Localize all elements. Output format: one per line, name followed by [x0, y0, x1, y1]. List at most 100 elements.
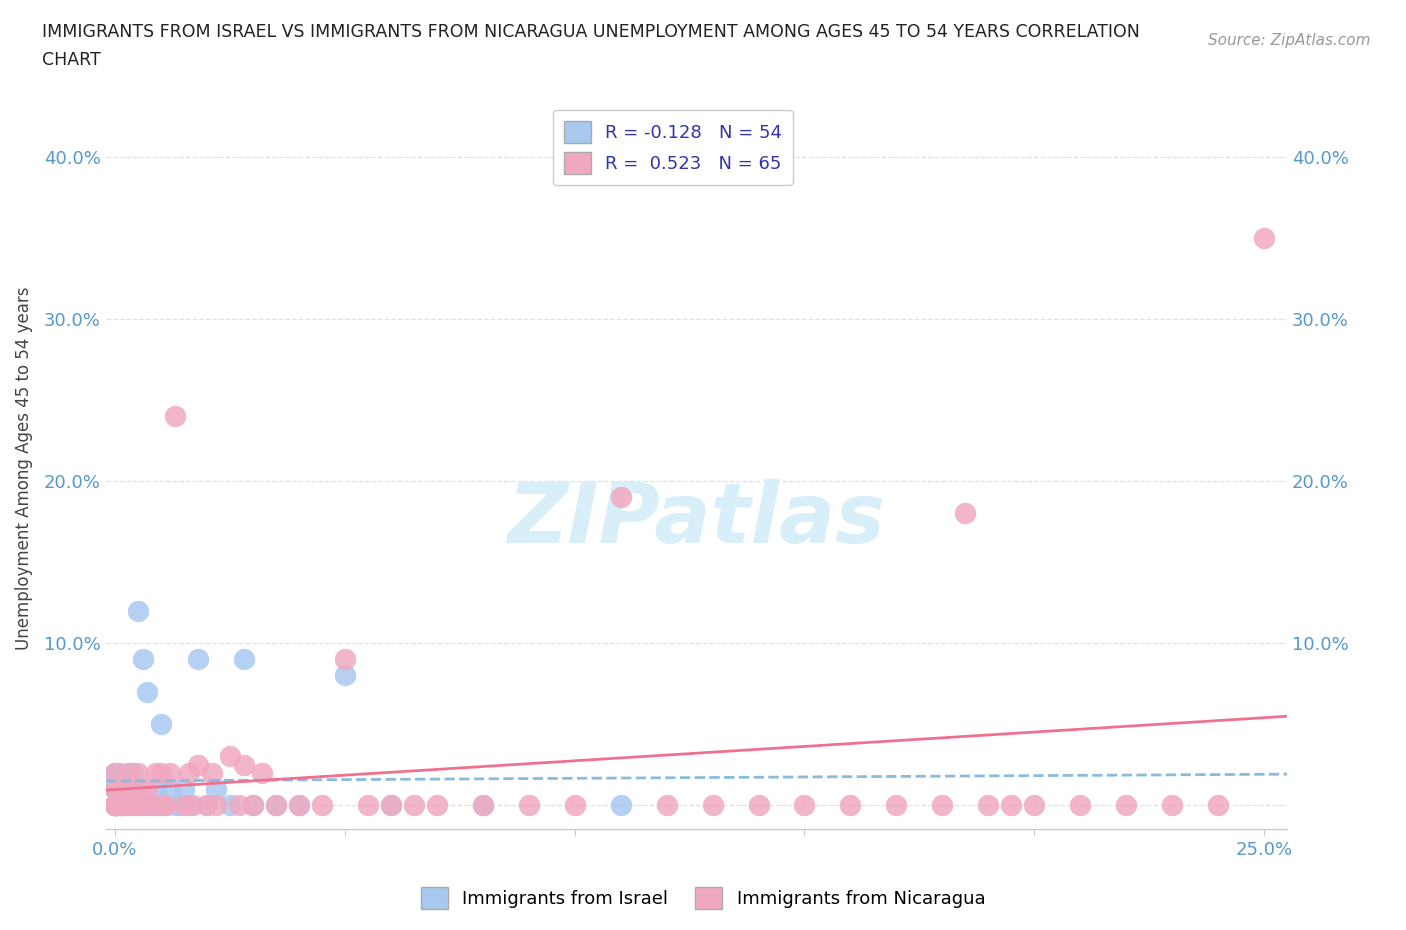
Point: [108, 765, 131, 780]
Point: [104, 798, 127, 813]
Point: [155, 798, 177, 813]
Point: [150, 717, 173, 732]
Point: [136, 781, 159, 796]
Point: [228, 798, 250, 813]
Point: [150, 765, 173, 780]
Point: [104, 798, 127, 813]
Point: [1253, 231, 1275, 246]
Point: [205, 798, 228, 813]
Legend: R = -0.128   N = 54, R =  0.523   N = 65: R = -0.128 N = 54, R = 0.523 N = 65: [553, 110, 793, 184]
Point: [1206, 798, 1229, 813]
Point: [655, 798, 678, 813]
Point: [104, 798, 127, 813]
Point: [242, 798, 264, 813]
Point: [159, 781, 181, 796]
Point: [955, 506, 977, 521]
Point: [104, 781, 127, 796]
Point: [155, 798, 177, 813]
Point: [380, 798, 402, 813]
Point: [181, 798, 204, 813]
Point: [118, 798, 141, 813]
Point: [195, 798, 218, 813]
Point: [112, 798, 135, 813]
Point: [793, 798, 815, 813]
Point: [145, 765, 167, 780]
Point: [122, 798, 145, 813]
Point: [122, 765, 145, 780]
Point: [104, 798, 127, 813]
Point: [977, 798, 1000, 813]
Point: [402, 798, 425, 813]
Point: [150, 798, 173, 813]
Point: [333, 668, 356, 683]
Point: [219, 749, 242, 764]
Point: [177, 798, 200, 813]
Point: [112, 781, 135, 796]
Point: [219, 798, 242, 813]
Point: [104, 798, 127, 813]
Point: [131, 652, 153, 667]
Point: [1000, 798, 1022, 813]
Point: [747, 798, 769, 813]
Point: [122, 781, 145, 796]
Text: IMMIGRANTS FROM ISRAEL VS IMMIGRANTS FROM NICARAGUA UNEMPLOYMENT AMONG AGES 45 T: IMMIGRANTS FROM ISRAEL VS IMMIGRANTS FRO…: [42, 23, 1140, 41]
Point: [136, 684, 159, 699]
Point: [380, 798, 402, 813]
Text: Source: ZipAtlas.com: Source: ZipAtlas.com: [1208, 33, 1371, 47]
Point: [264, 798, 287, 813]
Point: [118, 781, 141, 796]
Text: CHART: CHART: [42, 51, 101, 69]
Point: [173, 798, 195, 813]
Point: [187, 652, 209, 667]
Point: [288, 798, 311, 813]
Point: [1024, 798, 1046, 813]
Point: [127, 798, 149, 813]
Point: [1069, 798, 1091, 813]
Point: [122, 781, 145, 796]
Point: [104, 798, 127, 813]
Point: [112, 798, 135, 813]
Point: [104, 798, 127, 813]
Point: [112, 781, 135, 796]
Point: [517, 798, 540, 813]
Point: [1161, 798, 1184, 813]
Point: [112, 774, 135, 789]
Point: [118, 798, 141, 813]
Point: [195, 798, 218, 813]
Point: [609, 798, 631, 813]
Point: [104, 798, 127, 813]
Point: [163, 798, 186, 813]
Point: [609, 489, 631, 504]
Point: [104, 765, 127, 780]
Point: [564, 798, 586, 813]
Point: [357, 798, 380, 813]
Text: ZIPatlas: ZIPatlas: [508, 479, 886, 560]
Point: [145, 798, 167, 813]
Point: [108, 781, 131, 796]
Point: [150, 798, 173, 813]
Point: [108, 798, 131, 813]
Point: [108, 798, 131, 813]
Point: [141, 798, 163, 813]
Point: [118, 765, 141, 780]
Point: [127, 781, 149, 796]
Point: [104, 765, 127, 780]
Point: [108, 798, 131, 813]
Point: [163, 408, 186, 423]
Point: [136, 798, 159, 813]
Point: [702, 798, 724, 813]
Point: [173, 781, 195, 796]
Point: [131, 798, 153, 813]
Point: [104, 798, 127, 813]
Point: [264, 798, 287, 813]
Point: [200, 765, 222, 780]
Point: [104, 798, 127, 813]
Point: [104, 781, 127, 796]
Point: [931, 798, 953, 813]
Legend: Immigrants from Israel, Immigrants from Nicaragua: Immigrants from Israel, Immigrants from …: [413, 880, 993, 916]
Point: [127, 603, 149, 618]
Point: [839, 798, 862, 813]
Point: [886, 798, 908, 813]
Point: [131, 798, 153, 813]
Point: [145, 781, 167, 796]
